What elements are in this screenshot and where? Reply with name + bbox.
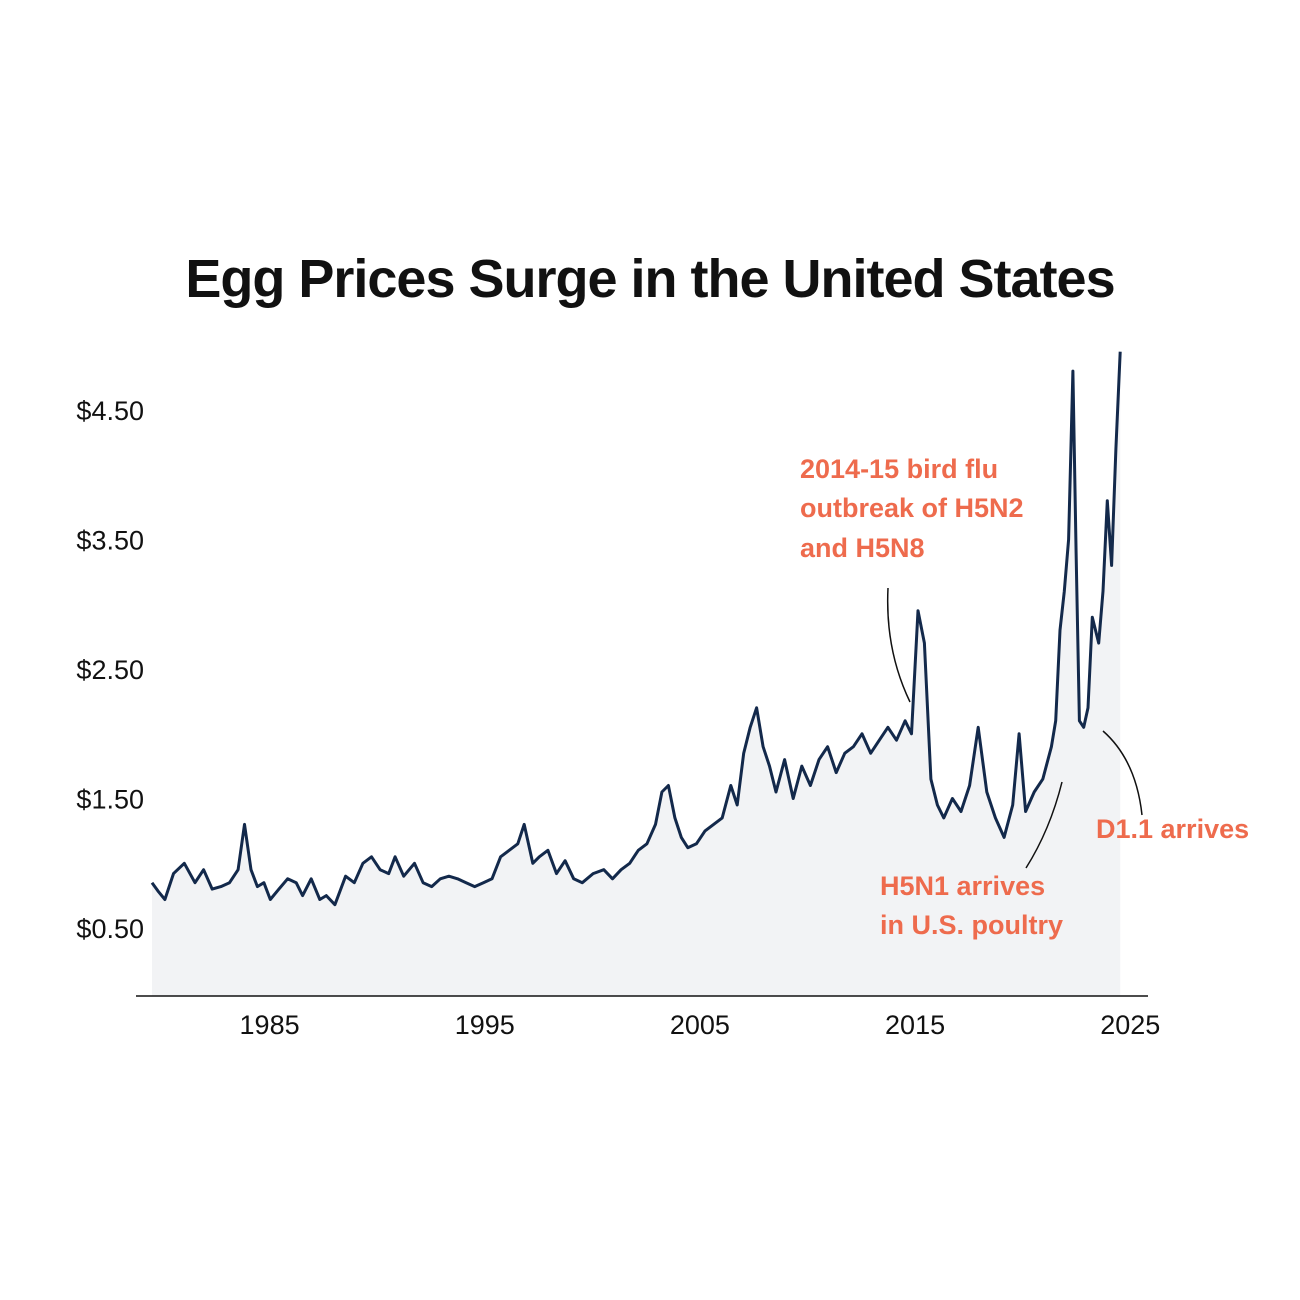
x-tick-label: 2015: [885, 1010, 945, 1040]
x-axis-labels: 1985 1995 2005 2015 2025: [240, 1010, 1161, 1040]
annotation-d11-line-1: D1.1 arrives: [1096, 814, 1249, 844]
annotation-2015-line-1: 2014-15 bird flu: [800, 454, 998, 484]
chart-title: Egg Prices Surge in the United States: [185, 249, 1115, 309]
annotation-leader-d11: [1102, 730, 1143, 816]
annotation-h5n1-line-1: H5N1 arrives: [880, 871, 1045, 901]
annotation-h5n1: H5N1 arrives in U.S. poultry: [880, 871, 1063, 940]
annotation-2015-outbreak: 2014-15 bird flu outbreak of H5N2 and H5…: [800, 454, 1031, 563]
x-tick-label: 1985: [240, 1010, 300, 1040]
y-tick-label: $0.50: [76, 914, 144, 944]
price-line: [150, 351, 1122, 907]
y-axis: $0.50 $1.50 $2.50 $3.50 $4.50: [76, 396, 144, 944]
annotation-2015-line-2: outbreak of H5N2: [800, 493, 1024, 523]
y-tick-label: $2.50: [76, 655, 144, 685]
x-tick-label: 2005: [670, 1010, 730, 1040]
annotation-leader-2015: [886, 587, 911, 703]
y-tick-label: $4.50: [76, 396, 144, 426]
y-tick-label: $3.50: [76, 526, 144, 556]
annotation-d11: D1.1 arrives: [1096, 814, 1249, 844]
x-tick-label: 2025: [1100, 1010, 1160, 1040]
annotation-leader-h5n1: [1025, 781, 1063, 869]
y-tick-label: $1.50: [76, 785, 144, 815]
price-area: [152, 351, 1121, 996]
annotation-h5n1-line-2: in U.S. poultry: [880, 910, 1063, 940]
annotation-2015-line-3: and H5N8: [800, 533, 925, 563]
x-tick-label: 1995: [455, 1010, 515, 1040]
